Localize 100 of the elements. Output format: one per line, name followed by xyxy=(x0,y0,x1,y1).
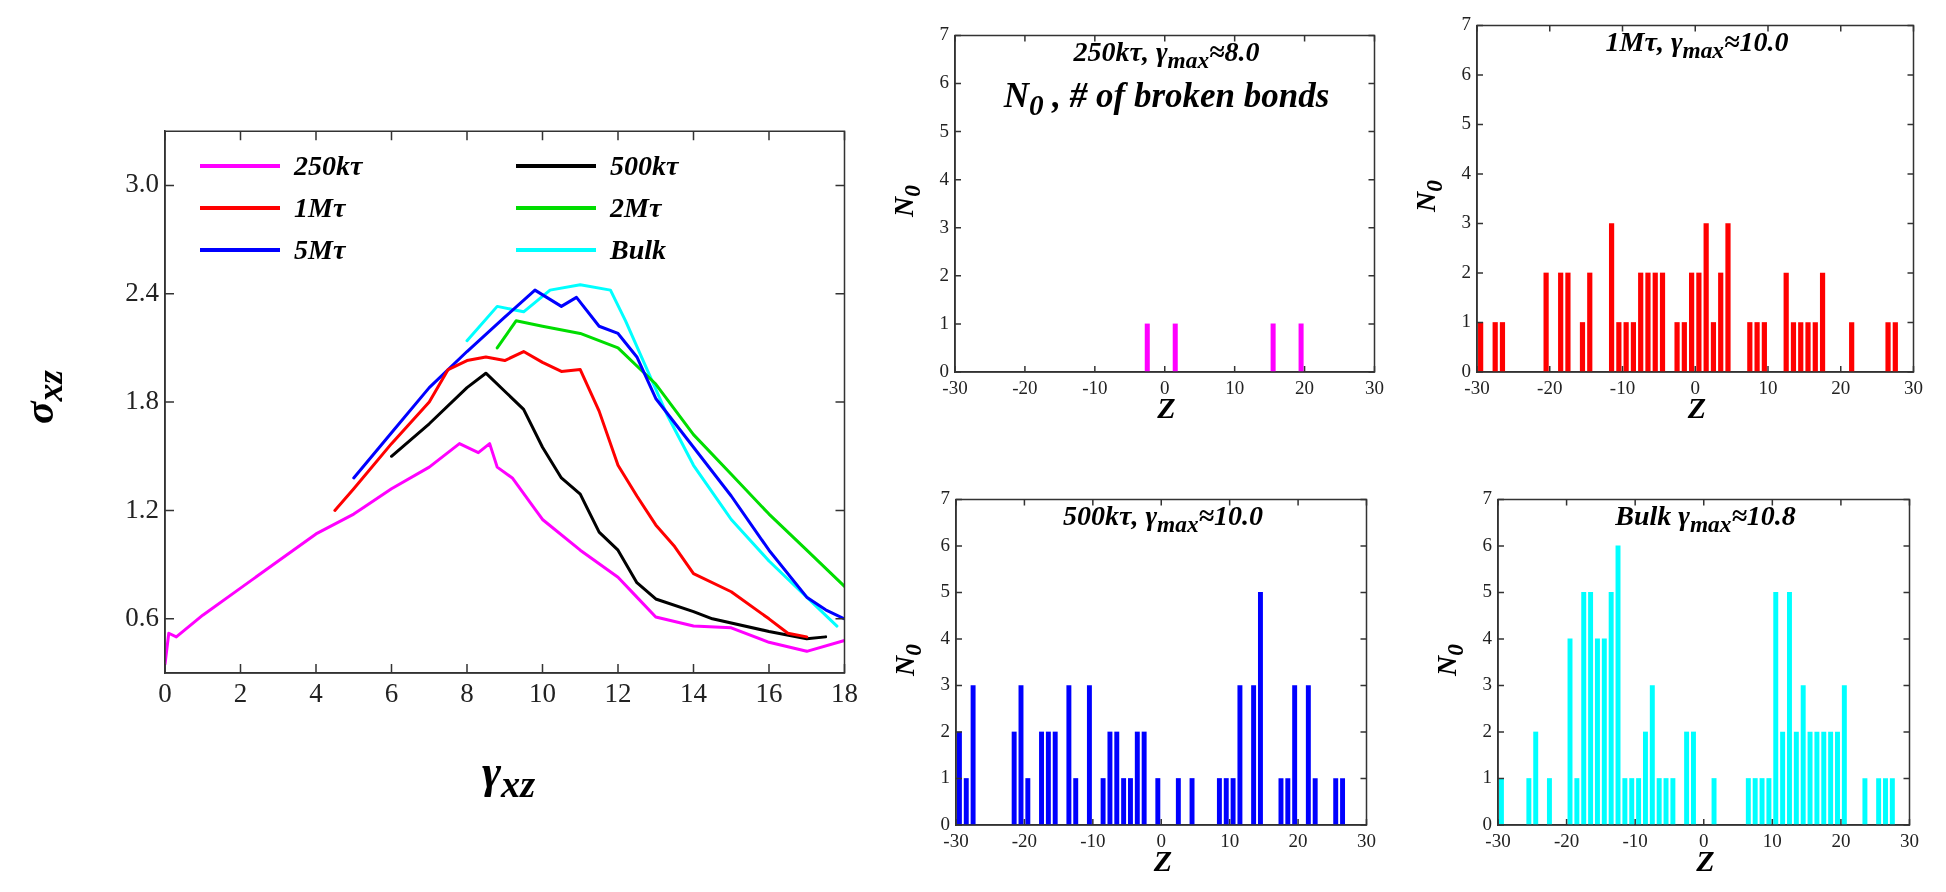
bar xyxy=(1793,731,1799,825)
x-tick-label: 10 xyxy=(1220,830,1240,852)
bar xyxy=(1312,778,1318,825)
bar xyxy=(1800,685,1806,825)
y-tick-label: 2 xyxy=(940,719,950,741)
y-tick-label: 3 xyxy=(940,673,950,695)
x-tick-label: 30 xyxy=(1900,830,1919,852)
y-tick-label: 6 xyxy=(939,71,949,93)
x-tick-label: 16 xyxy=(755,678,783,709)
bar xyxy=(1127,778,1133,825)
x-tick-label: -20 xyxy=(1553,830,1580,852)
y-tick-label: 1.2 xyxy=(125,493,159,524)
bar xyxy=(1889,778,1895,825)
x-tick-label: 30 xyxy=(1904,377,1923,399)
annotation: N$_{0}$ , # of broken bonds xyxy=(1003,76,1330,121)
bar xyxy=(1652,272,1658,372)
bar xyxy=(1216,778,1222,825)
bar xyxy=(1835,731,1840,825)
bar xyxy=(1752,778,1758,825)
bar xyxy=(1754,322,1760,372)
bar xyxy=(1747,322,1753,372)
x-tick-label: -20 xyxy=(1012,377,1038,399)
y-tick-label: 2 xyxy=(1482,719,1492,741)
legend-label: 250kτ xyxy=(294,150,363,182)
x-tick-label: -10 xyxy=(1082,377,1108,399)
bar xyxy=(970,685,976,825)
chart-title: 1Mτ, γ$_{max}$≈10.0 xyxy=(1605,26,1789,63)
bar xyxy=(1574,778,1580,825)
bar xyxy=(1629,778,1635,825)
x-tick-label: 10 xyxy=(1762,830,1782,852)
y-tick-label: 5 xyxy=(1461,112,1471,134)
bar xyxy=(1565,272,1571,372)
x-tick-label: -20 xyxy=(1537,377,1563,399)
bar xyxy=(1696,272,1702,372)
x-tick-label: 12 xyxy=(604,678,632,709)
bar xyxy=(1798,322,1804,372)
bar xyxy=(1039,731,1044,825)
chart-title: 500kτ, γ$_{max}$≈10.0 xyxy=(1063,500,1263,537)
bar xyxy=(1703,223,1709,372)
x-tick-label: -20 xyxy=(1011,830,1038,852)
x-tick-label: 20 xyxy=(1288,830,1308,852)
bar xyxy=(1622,778,1628,825)
bar xyxy=(1790,322,1797,372)
bar xyxy=(1045,731,1051,825)
bar xyxy=(1543,272,1549,372)
x-tick-label: 10 xyxy=(529,678,556,709)
bar xyxy=(1073,778,1079,825)
y-tick-label: 7 xyxy=(1461,13,1471,35)
bar xyxy=(1498,778,1504,825)
bar xyxy=(1849,322,1855,372)
legend-label: 1Mτ xyxy=(294,192,346,224)
bar xyxy=(1257,592,1263,825)
bar xyxy=(1251,685,1257,825)
legend-label: 500kτ xyxy=(610,150,679,182)
x-tick-label: 10 xyxy=(1758,377,1778,399)
bar xyxy=(1684,731,1690,825)
y-tick-label: 1 xyxy=(1482,766,1492,788)
chart-title: Bulk γ$_{max}$≈10.8 xyxy=(1615,500,1796,537)
bar xyxy=(1579,322,1586,372)
bar xyxy=(1608,223,1615,372)
chart-title: 250kτ, γ$_{max}$≈8.0 xyxy=(1073,36,1260,73)
bar xyxy=(1189,778,1195,825)
bar xyxy=(1783,272,1789,372)
y-tick-label: 6 xyxy=(1461,62,1471,84)
bar xyxy=(1642,731,1648,825)
bar xyxy=(1718,272,1724,372)
bar xyxy=(1725,223,1731,372)
bar xyxy=(1638,272,1644,372)
y-tick-label: 1.8 xyxy=(125,385,159,416)
x-tick-label: 6 xyxy=(384,678,399,709)
y-tick-label: 5 xyxy=(1482,580,1492,602)
bar xyxy=(1587,272,1593,372)
bar xyxy=(1883,778,1888,825)
bar xyxy=(1546,778,1552,825)
bar xyxy=(1478,322,1484,372)
bar xyxy=(1086,685,1092,825)
bar xyxy=(1285,778,1291,825)
bar xyxy=(1841,685,1847,825)
y-tick-label: 4 xyxy=(1482,626,1493,648)
bar xyxy=(1787,592,1792,825)
bar xyxy=(1689,272,1695,372)
bar xyxy=(1805,322,1811,372)
x-tick-label: 20 xyxy=(1831,830,1851,852)
bar xyxy=(1780,731,1786,825)
legend-label: 5Mτ xyxy=(294,234,346,266)
bar xyxy=(1659,272,1666,372)
x-tick-label: 30 xyxy=(1357,830,1376,852)
x-tick-label: 30 xyxy=(1365,377,1384,399)
bar xyxy=(1141,731,1147,825)
bar xyxy=(1526,778,1532,825)
y-tick-label: 0.6 xyxy=(125,601,159,632)
y-tick-label: 4 xyxy=(939,167,950,189)
bar xyxy=(1223,778,1229,825)
bar xyxy=(1175,778,1181,825)
x-tick-label: 10 xyxy=(1225,377,1245,399)
bar xyxy=(1499,322,1506,372)
y-tick-label: 5 xyxy=(940,580,950,602)
bar xyxy=(1616,322,1622,372)
bar xyxy=(1821,731,1827,825)
bar xyxy=(1876,778,1882,825)
